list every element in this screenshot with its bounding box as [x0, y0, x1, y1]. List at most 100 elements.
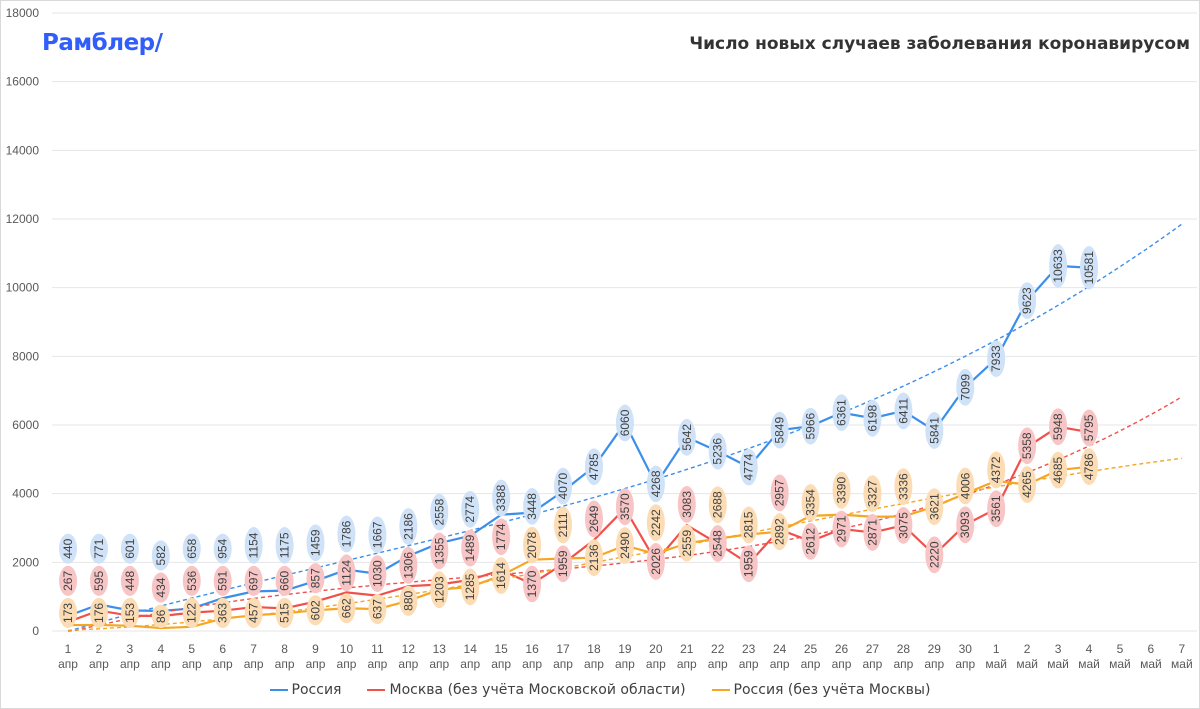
- data-label-bubble-moscow: [523, 565, 542, 603]
- data-point-moscow: 660: [275, 565, 294, 596]
- data-label-russia_excl: 662: [339, 598, 353, 618]
- data-label-bubble-russia_excl: [925, 488, 944, 526]
- data-label-bubble-russia: [461, 490, 480, 528]
- data-label-russia_excl: 637: [370, 599, 384, 619]
- data-point-moscow: 3093: [956, 506, 975, 544]
- data-label-bubble-russia_excl: [554, 506, 573, 544]
- data-label-russia: 2774: [463, 496, 477, 523]
- data-point-russia: 954: [213, 533, 232, 564]
- data-label-bubble-moscow: [120, 565, 139, 596]
- data-label-russia: 7099: [958, 374, 972, 401]
- data-label-bubble-russia: [987, 340, 1006, 378]
- data-point-russia_excl: 4372: [987, 451, 1006, 489]
- data-label-russia_excl: 176: [92, 603, 106, 623]
- data-point-russia: 1667: [368, 516, 387, 554]
- data-point-russia_excl: 3621: [925, 488, 944, 526]
- x-tick-label: 3 апр: [120, 642, 140, 671]
- data-label-russia: 5966: [804, 412, 818, 439]
- data-label-russia: 6361: [835, 399, 849, 426]
- data-label-bubble-russia_excl: [368, 594, 387, 625]
- data-point-russia: 5841: [925, 412, 944, 449]
- data-label-moscow: 2548: [711, 530, 725, 557]
- data-label-moscow: 1355: [432, 537, 446, 564]
- data-point-russia_excl: 2242: [646, 504, 665, 542]
- data-point-russia_excl: 457: [244, 597, 263, 628]
- data-point-russia: 658: [182, 533, 201, 564]
- data-label-bubble-russia_excl: [584, 539, 603, 577]
- data-label-moscow: 2957: [773, 479, 787, 506]
- data-label-bubble-russia_excl: [1049, 451, 1068, 489]
- data-label-bubble-moscow: [677, 485, 696, 523]
- data-point-russia_excl: 637: [368, 594, 387, 625]
- data-label-bubble-russia_excl: [275, 597, 294, 628]
- data-label-moscow: 591: [216, 571, 230, 591]
- data-label-russia: 1175: [278, 532, 292, 558]
- data-label-bubble-moscow: [801, 522, 820, 560]
- data-point-russia: 2774: [461, 490, 480, 528]
- data-point-moscow: 5948: [1049, 408, 1068, 446]
- data-point-moscow: 2649: [584, 500, 603, 538]
- x-tick-label: 6 апр: [213, 642, 233, 671]
- x-tick-label: 1 май: [985, 642, 1007, 671]
- x-tick-label: 7 апр: [244, 642, 264, 671]
- data-label-bubble-russia: [368, 516, 387, 554]
- data-label-bubble-russia: [89, 533, 108, 564]
- data-label-moscow: 5358: [1020, 432, 1034, 459]
- data-label-bubble-moscow: [275, 565, 294, 596]
- data-label-bubble-moscow: [1080, 409, 1099, 447]
- data-label-russia: 5849: [773, 417, 787, 444]
- x-tick-label: 30 апр: [955, 642, 975, 671]
- data-label-russia: 4774: [742, 453, 756, 480]
- data-label-bubble-russia_excl: [1018, 466, 1037, 503]
- data-label-russia: 5236: [711, 438, 725, 465]
- data-point-moscow: 591: [213, 565, 232, 596]
- data-point-russia_excl: 2490: [615, 527, 634, 564]
- data-point-russia_excl: 363: [213, 597, 232, 628]
- data-label-russia_excl: 2688: [711, 491, 725, 518]
- data-label-moscow: 2649: [587, 505, 601, 532]
- data-label-russia_excl: 515: [278, 603, 292, 623]
- data-label-bubble-russia_excl: [492, 557, 511, 594]
- data-label-bubble-moscow: [492, 518, 511, 556]
- data-point-russia_excl: 662: [337, 593, 356, 624]
- data-point-russia: 6411: [894, 392, 913, 430]
- data-label-bubble-russia_excl: [120, 597, 139, 628]
- data-label-moscow: 595: [92, 571, 106, 591]
- data-label-bubble-russia: [615, 404, 634, 442]
- data-point-russia_excl: 4786: [1080, 448, 1099, 486]
- data-label-bubble-moscow: [770, 474, 789, 512]
- data-point-moscow: 267: [59, 565, 77, 596]
- data-point-russia: 1459: [306, 524, 325, 562]
- x-tick-label: 7 май: [1171, 642, 1193, 671]
- data-label-bubble-russia: [275, 527, 294, 564]
- data-label-bubble-russia: [708, 432, 727, 470]
- data-point-russia: 771: [89, 533, 108, 564]
- data-label-russia_excl: 3327: [865, 480, 879, 507]
- data-label-bubble-moscow: [863, 514, 882, 551]
- data-label-russia_excl: 1203: [432, 576, 446, 603]
- data-label-russia_excl: 3621: [927, 493, 941, 520]
- data-point-russia: 7099: [956, 368, 975, 406]
- x-tick-label: 1 апр: [58, 642, 78, 671]
- x-tick-label: 22 апр: [708, 642, 728, 671]
- data-point-russia_excl: 86: [151, 604, 170, 628]
- data-label-bubble-russia_excl: [337, 593, 356, 624]
- data-label-bubble-russia: [151, 540, 170, 571]
- data-point-russia_excl: 153: [120, 597, 139, 628]
- data-label-moscow: 2220: [927, 541, 941, 568]
- data-label-bubble-moscow: [306, 563, 325, 594]
- y-tick-label: 2000: [12, 555, 39, 569]
- y-tick-label: 18000: [6, 6, 40, 20]
- line-russia: [67, 264, 1090, 617]
- data-label-bubble-russia: [244, 527, 263, 564]
- data-point-moscow: 5358: [1018, 427, 1037, 465]
- data-label-russia: 1154: [247, 532, 261, 558]
- data-point-russia_excl: 4685: [1049, 451, 1068, 489]
- data-label-moscow: 1489: [463, 534, 477, 561]
- x-tick-label: 18 апр: [584, 642, 604, 671]
- data-point-russia: 1786: [337, 515, 356, 553]
- data-label-russia: 5642: [680, 424, 694, 451]
- data-label-russia: 3448: [525, 493, 539, 520]
- data-point-moscow: 1489: [461, 529, 480, 567]
- data-label-russia: 954: [216, 538, 230, 558]
